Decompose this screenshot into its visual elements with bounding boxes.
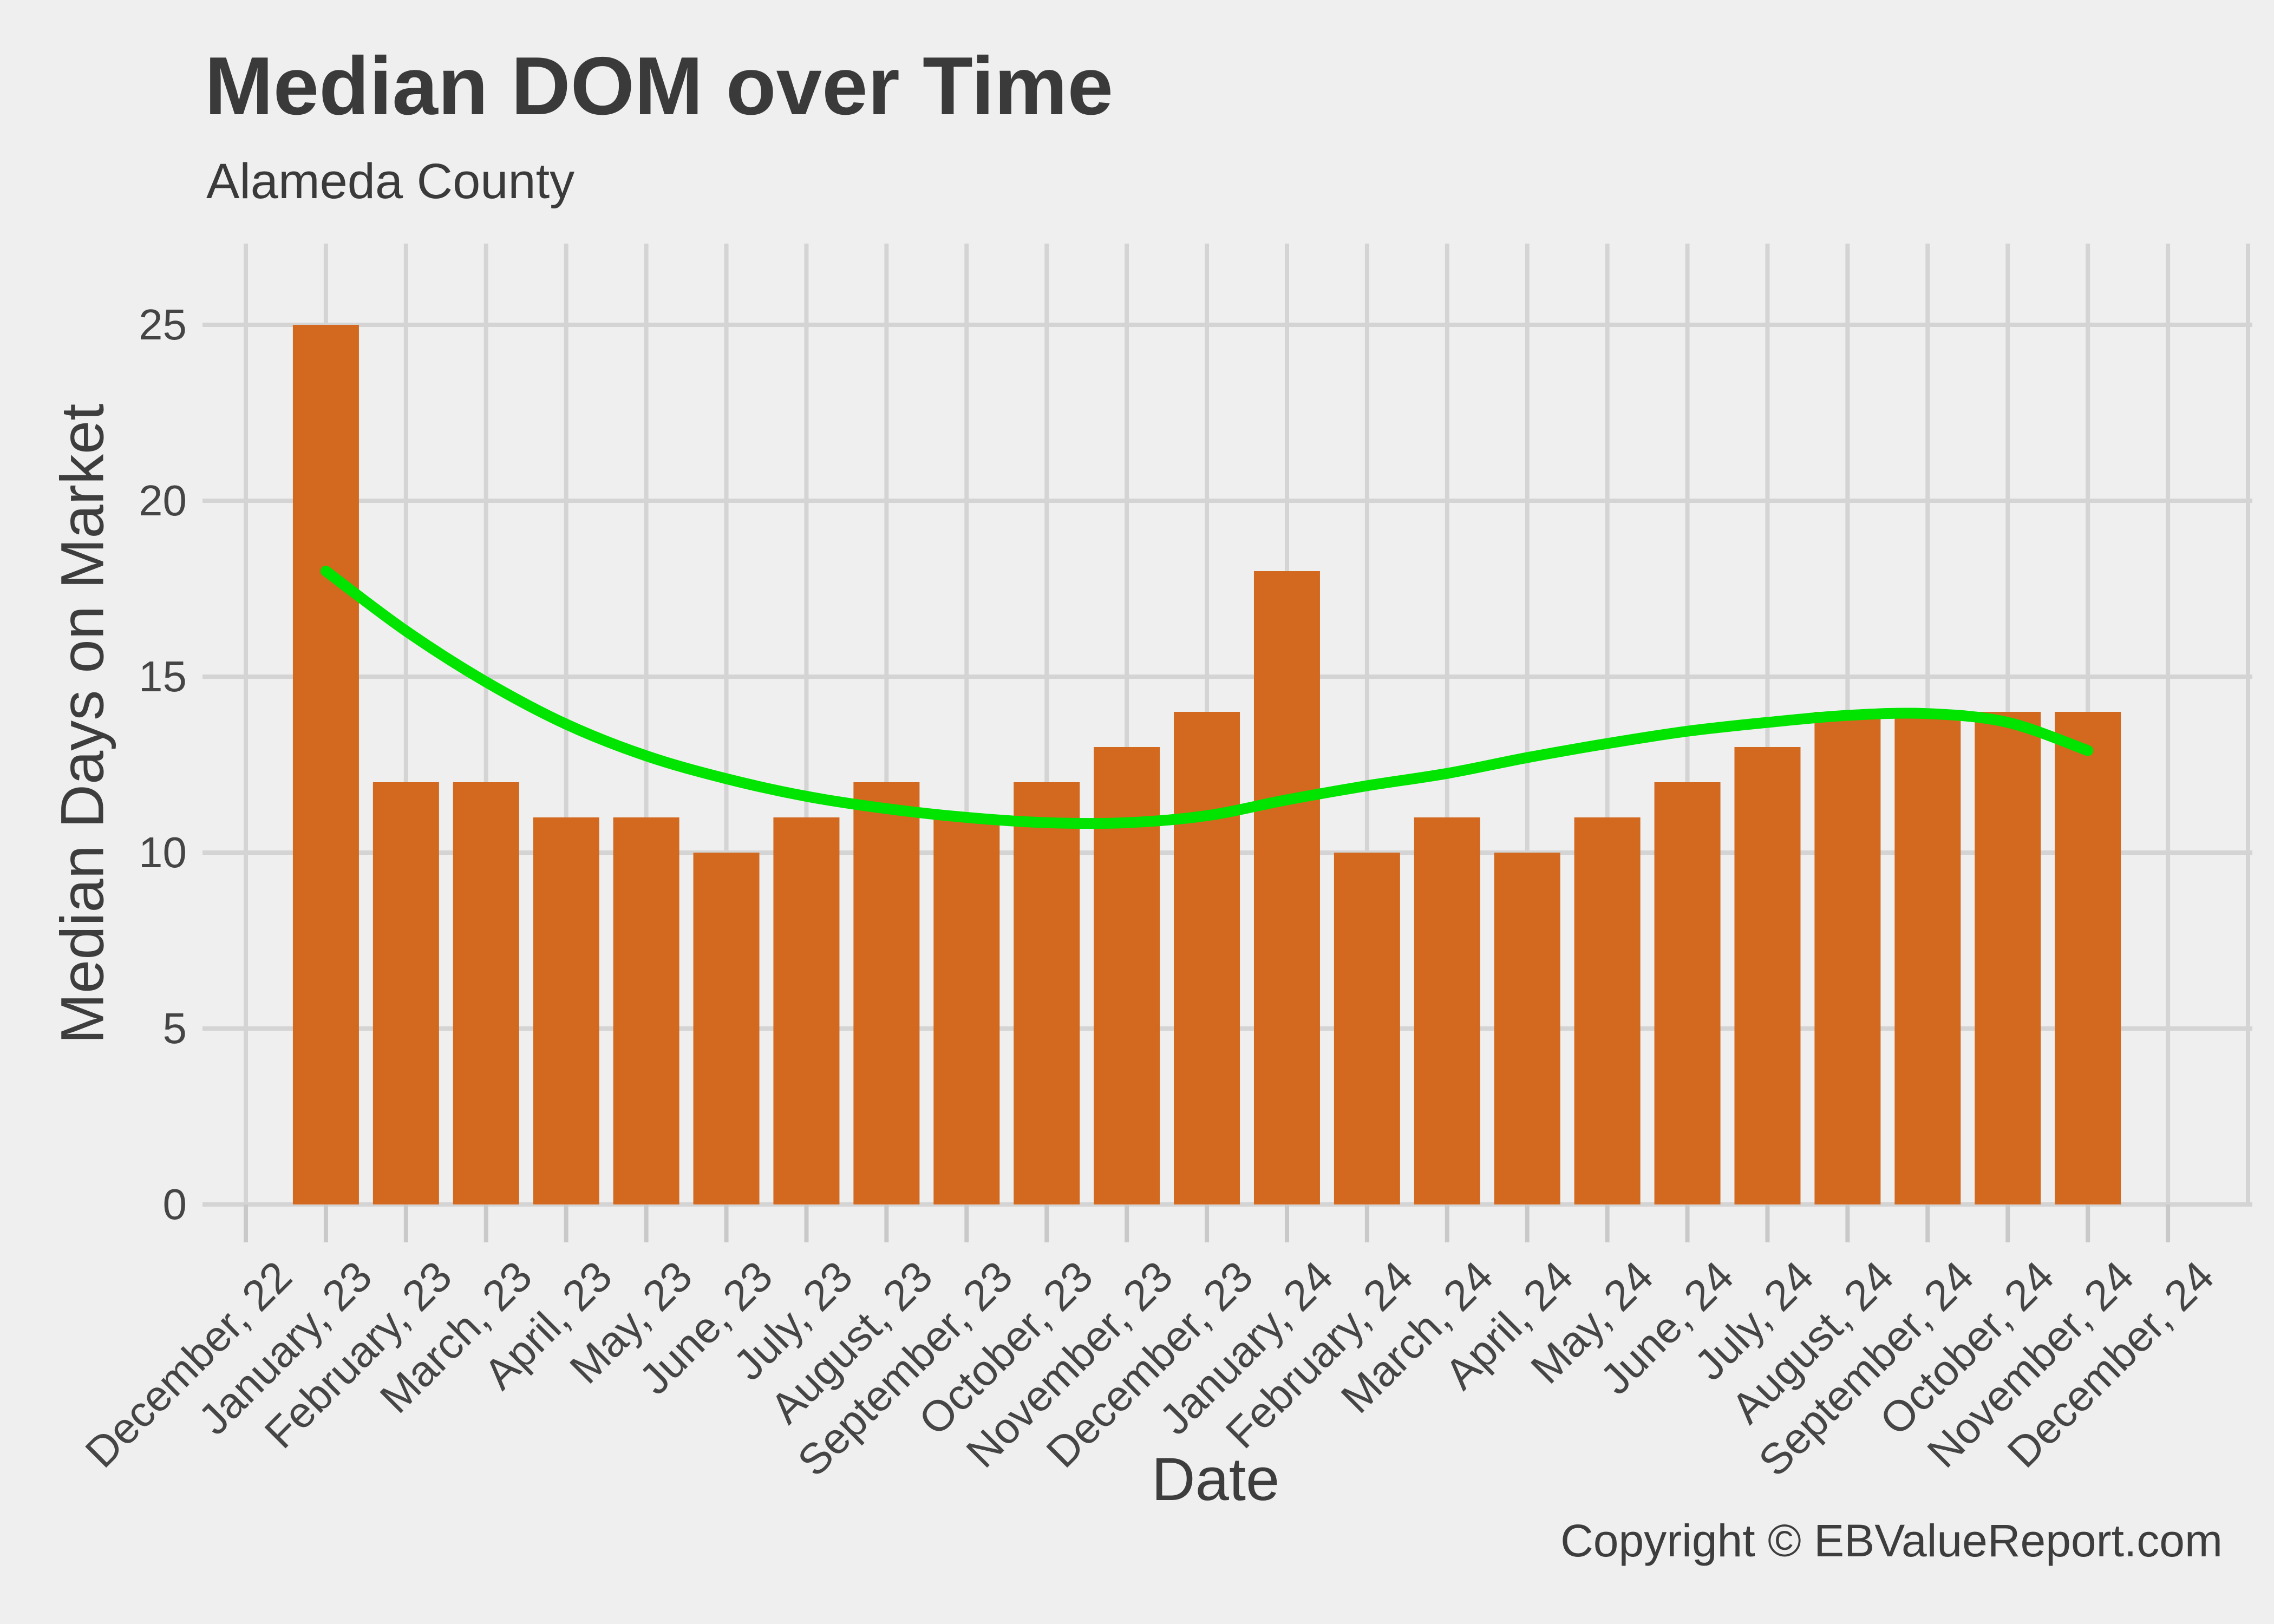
bar xyxy=(533,817,599,1204)
bar xyxy=(1574,817,1641,1204)
bar xyxy=(1734,747,1801,1204)
y-tick-label: 20 xyxy=(139,476,187,525)
chart-title: Median DOM over Time xyxy=(205,40,1114,132)
y-tick-label: 15 xyxy=(139,652,187,700)
bar xyxy=(853,782,920,1204)
chart-subtitle: Alameda County xyxy=(206,154,575,209)
bar xyxy=(1094,747,1160,1204)
x-axis-tick-marks xyxy=(244,1204,2171,1242)
bars xyxy=(292,325,2121,1204)
bar xyxy=(773,817,840,1204)
bar xyxy=(1975,712,2041,1204)
y-tick-label: 5 xyxy=(162,1004,187,1052)
y-axis-title: Median Days on Market xyxy=(48,403,116,1044)
bar xyxy=(1334,853,1400,1204)
bar xyxy=(1014,782,1080,1204)
y-tick-label: 25 xyxy=(139,300,187,349)
bar xyxy=(2055,712,2121,1204)
bar xyxy=(693,853,760,1204)
bar xyxy=(933,817,1000,1204)
bar xyxy=(1814,712,1881,1204)
bar xyxy=(1414,817,1480,1204)
bar xyxy=(1654,782,1721,1204)
y-tick-label: 10 xyxy=(139,828,187,876)
trend-line xyxy=(320,566,2094,829)
bar xyxy=(1253,571,1320,1204)
bar xyxy=(1894,712,1961,1204)
x-axis-title: Date xyxy=(1151,1445,1280,1513)
bar xyxy=(373,782,439,1204)
bar xyxy=(1494,853,1560,1204)
copyright-text: Copyright © EBValueReport.com xyxy=(1560,1515,2223,1566)
y-tick-label: 0 xyxy=(162,1180,187,1228)
bar xyxy=(453,782,519,1204)
bar xyxy=(292,325,359,1204)
bar xyxy=(1174,712,1240,1204)
bar xyxy=(613,817,679,1204)
